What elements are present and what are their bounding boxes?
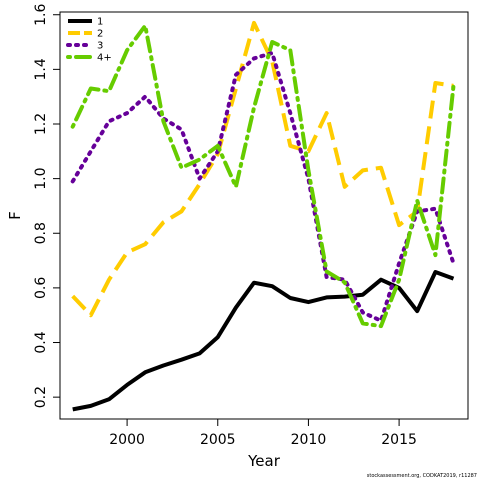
series-layer: [70, 20, 456, 412]
y-axis-title: F: [6, 211, 24, 220]
legend-label: 2: [97, 29, 103, 40]
x-tick-label: 2015: [381, 432, 417, 448]
footer-credit: stockassessment.org, CODKAT2019, r11287: [367, 473, 477, 479]
series-line-1: [72, 270, 455, 412]
series-line-2: [71, 20, 454, 318]
x-tick-label: 2005: [200, 432, 236, 448]
y-axis: 0.2 0.4 0.6 0.8 1.0 1.2 1.4 1.6: [33, 4, 61, 408]
x-axis: 2000 2005 2010 2015: [109, 418, 417, 448]
legend-label: 1: [97, 17, 103, 28]
plot-area: [59, 11, 469, 420]
y-tick-label: 1.0: [33, 167, 49, 189]
legend-label: 4+: [97, 53, 112, 64]
y-tick-label: 0.2: [33, 386, 49, 408]
y-tick-label: 1.6: [33, 4, 49, 26]
y-tick-label: 0.4: [33, 331, 49, 353]
x-tick-label: 2000: [109, 432, 145, 448]
y-tick-label: 1.4: [33, 58, 49, 80]
series-line-4: [70, 23, 456, 329]
x-tick-label: 2010: [291, 432, 327, 448]
y-tick-label: 1.2: [33, 113, 49, 135]
y-tick-label: 0.6: [33, 277, 49, 299]
y-tick-label: 0.8: [33, 222, 49, 244]
x-axis-title: Year: [247, 452, 281, 470]
legend-label: 3: [97, 41, 103, 52]
series-line-3: [70, 51, 456, 323]
